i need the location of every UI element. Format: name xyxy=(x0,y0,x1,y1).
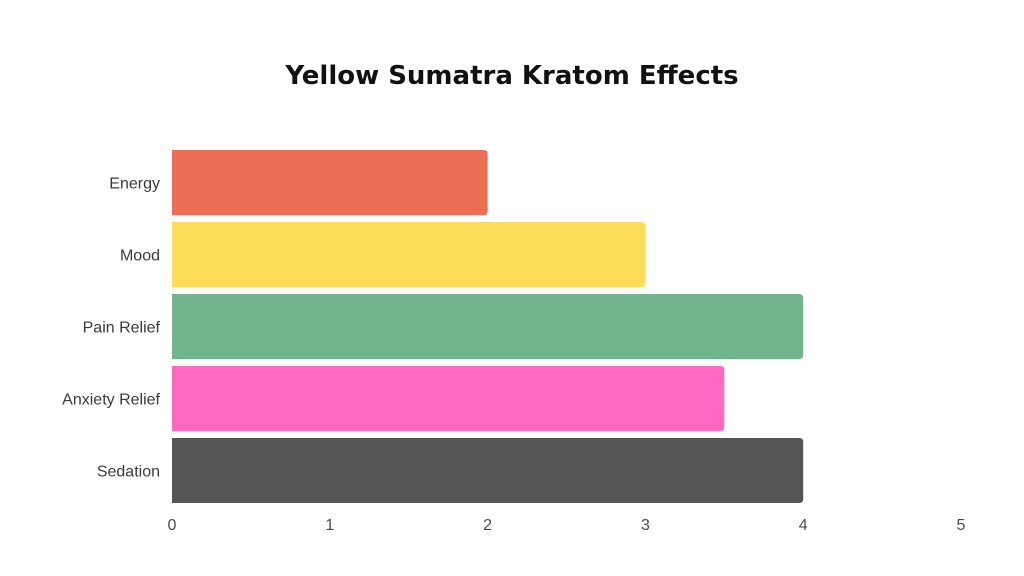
bar-energy xyxy=(172,150,488,215)
category-label-sedation: Sedation xyxy=(97,464,160,481)
category-label-energy: Energy xyxy=(109,176,160,193)
category-label-anxiety-relief: Anxiety Relief xyxy=(62,392,160,409)
category-label-mood: Mood xyxy=(120,248,160,265)
x-tick-label-4: 4 xyxy=(799,517,808,534)
category-labels: Energy Mood Pain Relief Anxiety Relief Sedat… xyxy=(62,176,160,481)
bar-anxiety-relief xyxy=(172,366,725,431)
bar-mood xyxy=(172,222,646,287)
chart-title: Yellow Sumatra Kratom Effects xyxy=(284,61,738,91)
bars xyxy=(172,150,804,503)
category-label-pain-relief: Pain Relief xyxy=(83,320,161,337)
x-tick-label-5: 5 xyxy=(957,517,966,534)
x-tick-label-0: 0 xyxy=(168,517,177,534)
x-tick-label-1: 1 xyxy=(325,517,334,534)
x-tick-label-3: 3 xyxy=(641,517,650,534)
bar-pain-relief xyxy=(172,294,804,359)
bar-sedation xyxy=(172,438,804,503)
x-axis-ticks: 0 1 2 3 4 5 xyxy=(168,517,966,534)
x-tick-label-2: 2 xyxy=(483,517,492,534)
